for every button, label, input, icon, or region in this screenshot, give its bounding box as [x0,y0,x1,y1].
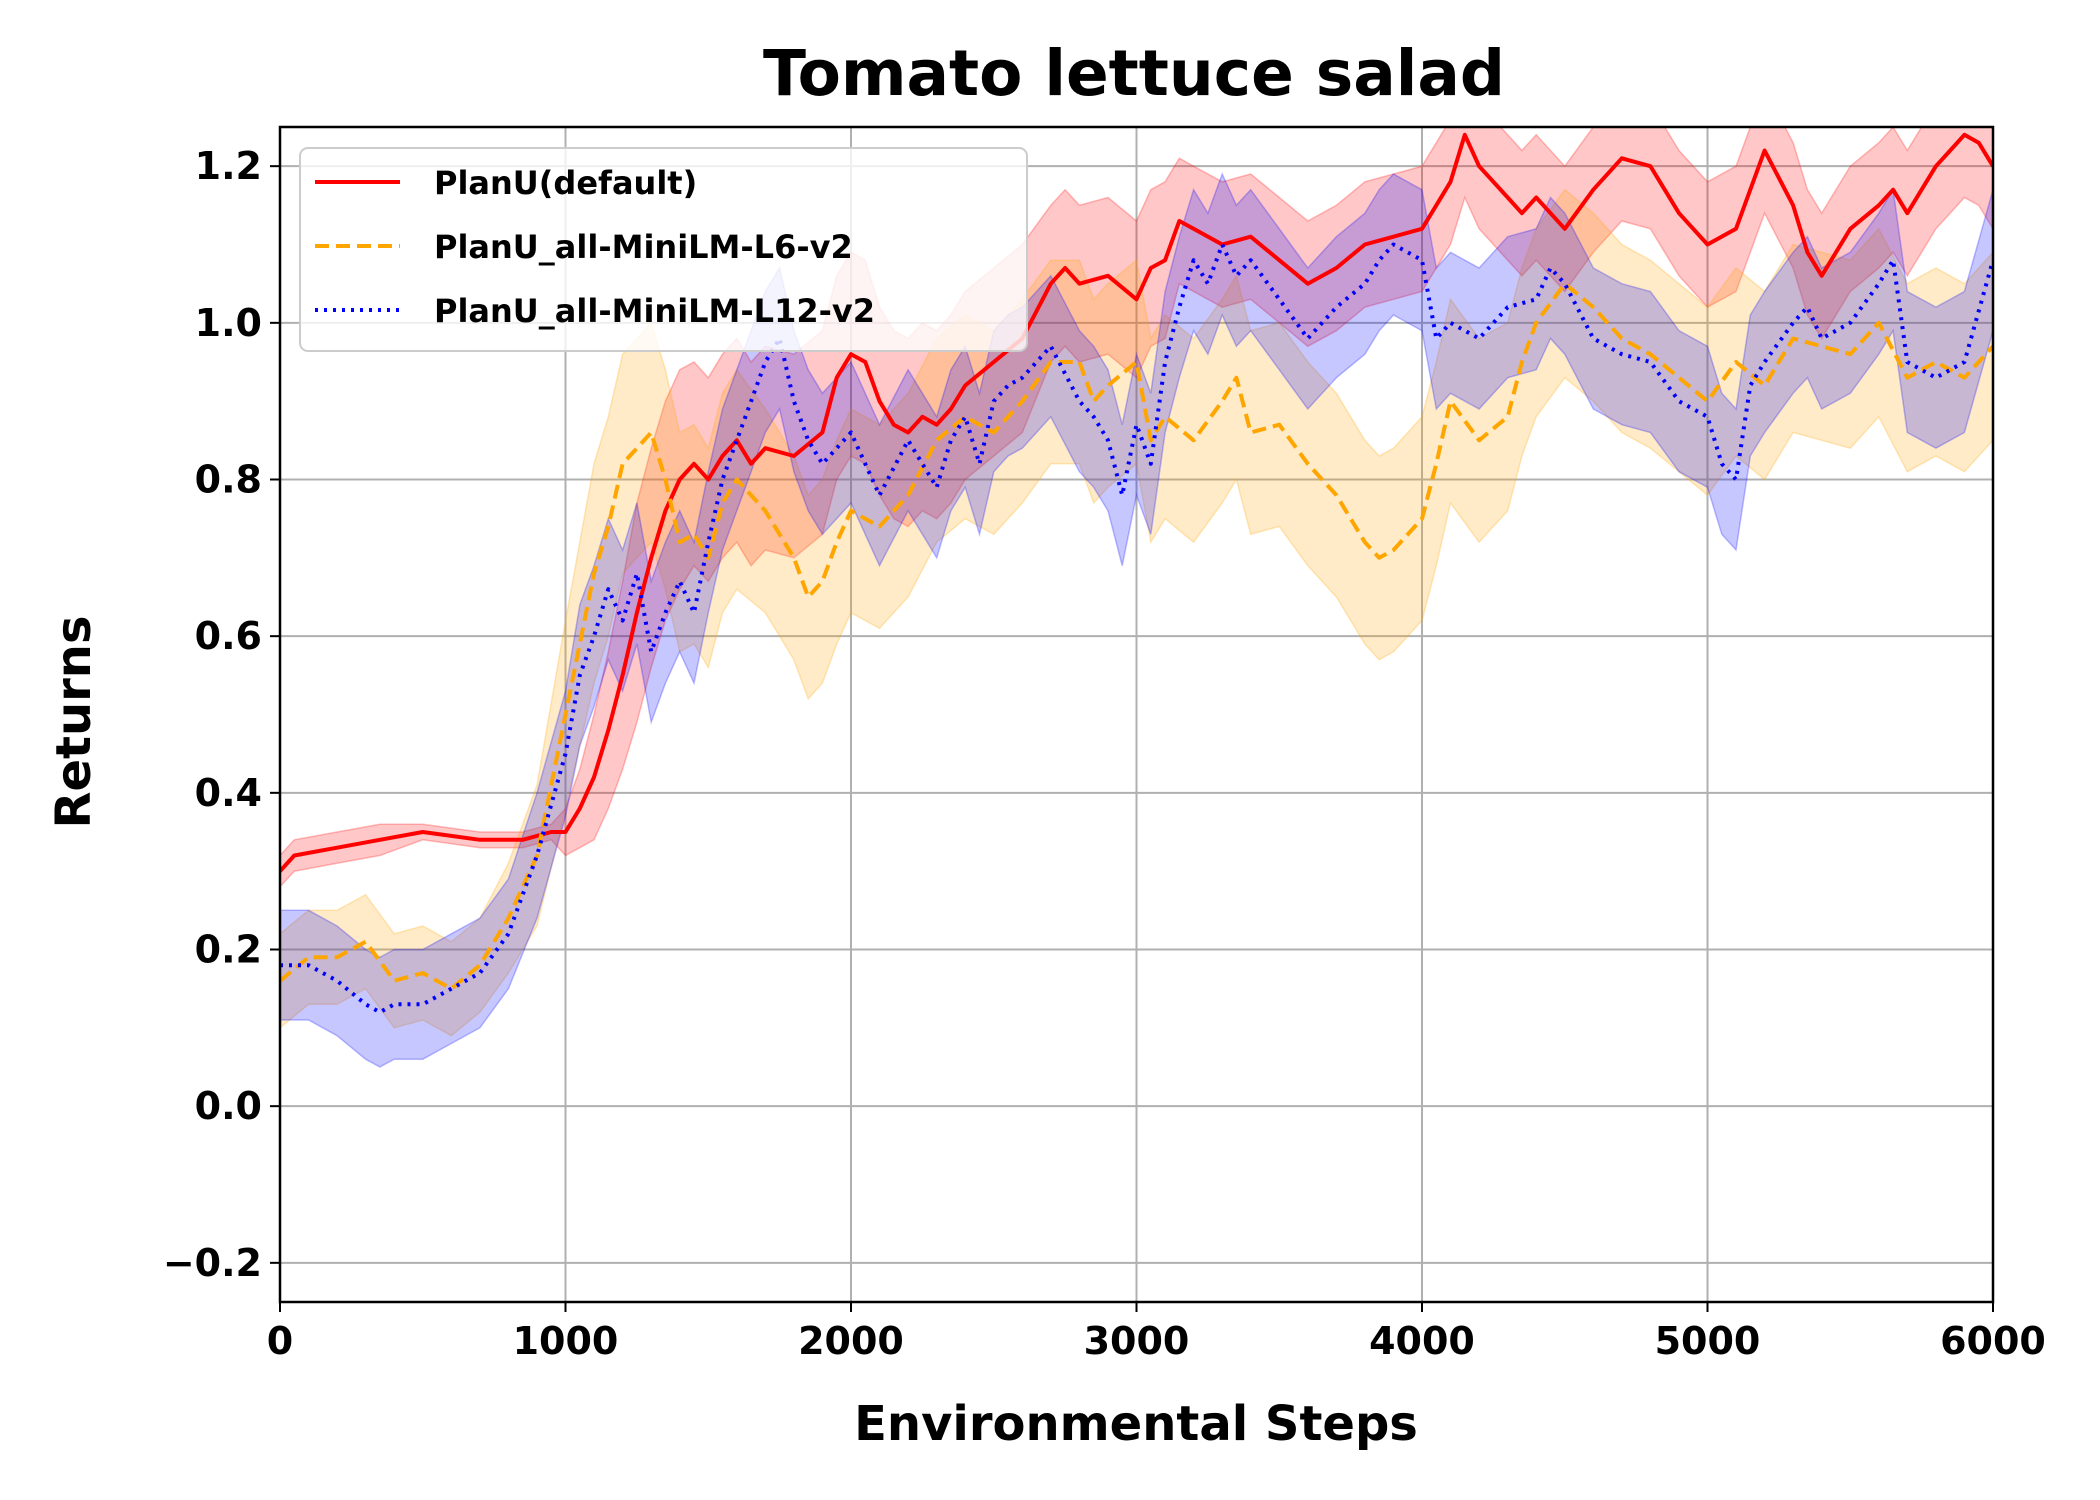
x-tick-label: 0 [267,1319,293,1363]
y-tick-label: 0.0 [195,1084,262,1128]
y-tick-label: 0.8 [195,458,262,502]
y-tick-label: 1.0 [195,301,262,345]
x-tick-label: 1000 [513,1319,619,1363]
legend-box [299,147,1028,352]
legend-label-planu-minilm-l12: PlanU_all-MiniLM-L12-v2 [434,292,875,330]
legend: PlanU(default) PlanU_all-MiniLM-L6-v2 Pl… [299,147,1028,352]
x-tick-label: 4000 [1369,1319,1475,1363]
series-lines [280,132,1993,1015]
x-axis-label: Environmental Steps [854,1396,1418,1452]
y-tick-label: −0.2 [163,1241,262,1285]
y-tick-label: 0.6 [195,614,262,658]
series-line-2 [280,242,1993,1015]
axis-ticks: 0 1000 2000 3000 4000 5000 6000 −0.2 0.0 0.2 0.4 0.… [163,144,2046,1363]
legend-label-planu-minilm-l6: PlanU_all-MiniLM-L6-v2 [434,228,853,266]
x-tick-label: 3000 [1084,1319,1190,1363]
y-tick-label: 0.2 [195,928,262,972]
legend-label-planu-default: PlanU(default) [434,164,697,202]
x-tick-label: 6000 [1940,1319,2046,1363]
series-line-1 [280,281,1993,991]
chart-title: Tomato lettuce salad [763,37,1505,110]
y-axis-label: Returns [46,615,102,828]
series-line-0 [280,132,1993,873]
y-tick-label: 1.2 [195,144,262,188]
x-tick-label: 2000 [798,1319,904,1363]
y-tick-label: 0.4 [195,771,262,815]
x-tick-label: 5000 [1655,1319,1761,1363]
